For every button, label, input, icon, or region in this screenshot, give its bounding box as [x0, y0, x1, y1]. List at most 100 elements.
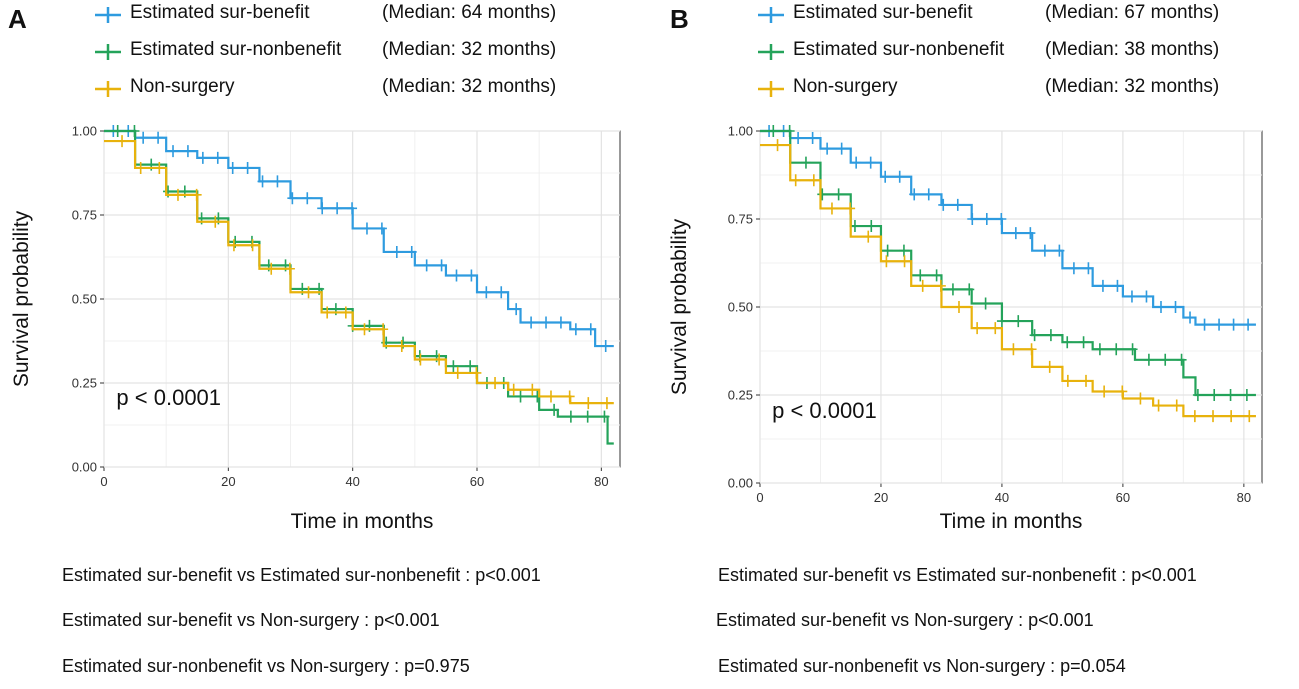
censor-mark: [242, 161, 253, 174]
censor-mark: [227, 161, 238, 174]
legend-plus-icon: [758, 7, 784, 23]
legend-median: (Median: 38 months): [1045, 39, 1220, 60]
censor-mark: [129, 125, 140, 137]
x-axis-title: Time in months: [940, 510, 1083, 533]
censor-mark: [541, 316, 552, 329]
censor-mark: [1054, 244, 1065, 257]
censor-mark: [1094, 343, 1105, 356]
x-tick-label: 0: [100, 474, 107, 489]
y-tick-label: 1.00: [728, 124, 753, 139]
legend-median: (Median: 32 months): [382, 39, 557, 60]
p-value-annotation: p < 0.0001: [116, 385, 221, 410]
censor-mark: [197, 151, 208, 164]
censor-mark: [481, 286, 492, 299]
censor-mark: [527, 383, 538, 396]
y-tick-label: 0.25: [72, 376, 97, 391]
censor-mark: [1013, 315, 1024, 328]
censor-mark: [583, 397, 594, 410]
censor-mark: [1068, 262, 1079, 275]
censor-mark: [865, 156, 876, 169]
censor-mark: [1025, 227, 1036, 240]
censor-mark: [793, 132, 804, 145]
censor-mark: [1243, 318, 1254, 331]
censor-mark: [1241, 389, 1252, 401]
censor-mark: [1209, 389, 1220, 401]
censor-mark: [415, 353, 426, 366]
censor-mark: [565, 410, 576, 423]
censor-mark: [898, 244, 909, 257]
censor-mark: [972, 322, 983, 335]
censor-mark: [1225, 389, 1236, 401]
km-plot: 0 20 40 60 80 0.00 0.25 0.50 0.75 1.00 Time in mon…: [668, 124, 1263, 533]
censor-mark: [154, 161, 165, 174]
censor-mark: [257, 175, 268, 188]
censor-mark: [1044, 360, 1055, 373]
censor-mark: [1117, 385, 1128, 398]
censor-mark: [549, 403, 560, 416]
censor-mark: [851, 156, 862, 169]
censor-mark: [880, 170, 891, 183]
censor-mark: [1153, 399, 1164, 412]
censor-mark: [980, 297, 991, 310]
censor-mark: [322, 306, 333, 319]
censor-mark: [434, 353, 445, 366]
censor-mark: [822, 142, 833, 155]
censor-mark: [952, 198, 963, 211]
censor-mark: [1127, 343, 1138, 356]
censor-mark: [1045, 329, 1056, 342]
censor-mark: [964, 283, 975, 296]
censor-mark: [1111, 343, 1122, 356]
censor-mark: [1226, 410, 1237, 423]
y-tick-label: 0.50: [72, 292, 97, 307]
censor-mark: [448, 360, 459, 373]
legend-plus-icon: [95, 81, 121, 97]
censor-mark: [1078, 336, 1089, 349]
legend-item: Estimated sur-benefit (Median: 64 months…: [95, 0, 635, 32]
censor-mark: [1039, 244, 1050, 257]
censor-mark: [451, 269, 462, 282]
y-tick-label: 0.00: [728, 476, 753, 491]
censor-mark: [515, 390, 526, 403]
censor-mark: [863, 230, 874, 243]
censor-mark: [153, 131, 164, 144]
censor-mark: [931, 269, 942, 282]
censor-mark: [599, 410, 610, 423]
x-axis-title: Time in months: [291, 510, 434, 533]
legend-label: Estimated sur-nonbenefit: [793, 39, 1005, 60]
censor-mark: [1112, 279, 1123, 292]
censor-mark: [881, 255, 892, 268]
censor-mark: [981, 213, 992, 225]
comparison-line: Estimated sur-benefit vs Estimated sur-n…: [62, 565, 541, 585]
censor-mark: [508, 383, 519, 396]
y-tick-label: 0.00: [72, 460, 97, 475]
censor-mark: [935, 279, 946, 292]
censor-mark: [582, 410, 593, 423]
legend-item: Estimated sur-nonbenefit (Median: 32 mon…: [95, 37, 635, 69]
x-tick-label: 20: [874, 490, 888, 505]
censor-mark: [882, 244, 893, 257]
censor-mark: [768, 125, 779, 137]
censor-mark: [303, 286, 314, 299]
censor-mark: [923, 188, 934, 201]
censor-mark: [1026, 343, 1037, 356]
censor-mark: [790, 174, 801, 187]
censor-mark: [784, 125, 795, 137]
censor-mark: [465, 360, 476, 373]
y-tick-label: 0.25: [728, 388, 753, 403]
censor-mark: [332, 202, 343, 215]
censor-mark: [317, 202, 328, 215]
km-curve: [760, 129, 1256, 397]
censor-mark: [172, 188, 183, 201]
censor-mark: [996, 213, 1007, 225]
y-tick-label: 0.75: [728, 212, 753, 227]
panel-letter: B: [670, 4, 689, 34]
censor-mark: [894, 170, 905, 183]
censor-mark: [826, 202, 837, 215]
censor-mark: [1199, 318, 1210, 331]
comparison-line: Estimated sur-nonbenefit vs Non-surgery …: [62, 656, 470, 676]
km-curve: [760, 129, 1256, 326]
y-tick-label: 1.00: [72, 124, 97, 139]
censor-mark: [1170, 301, 1181, 313]
censor-mark: [817, 188, 828, 201]
legend-item: Non-surgery (Median: 32 months): [758, 74, 1288, 106]
